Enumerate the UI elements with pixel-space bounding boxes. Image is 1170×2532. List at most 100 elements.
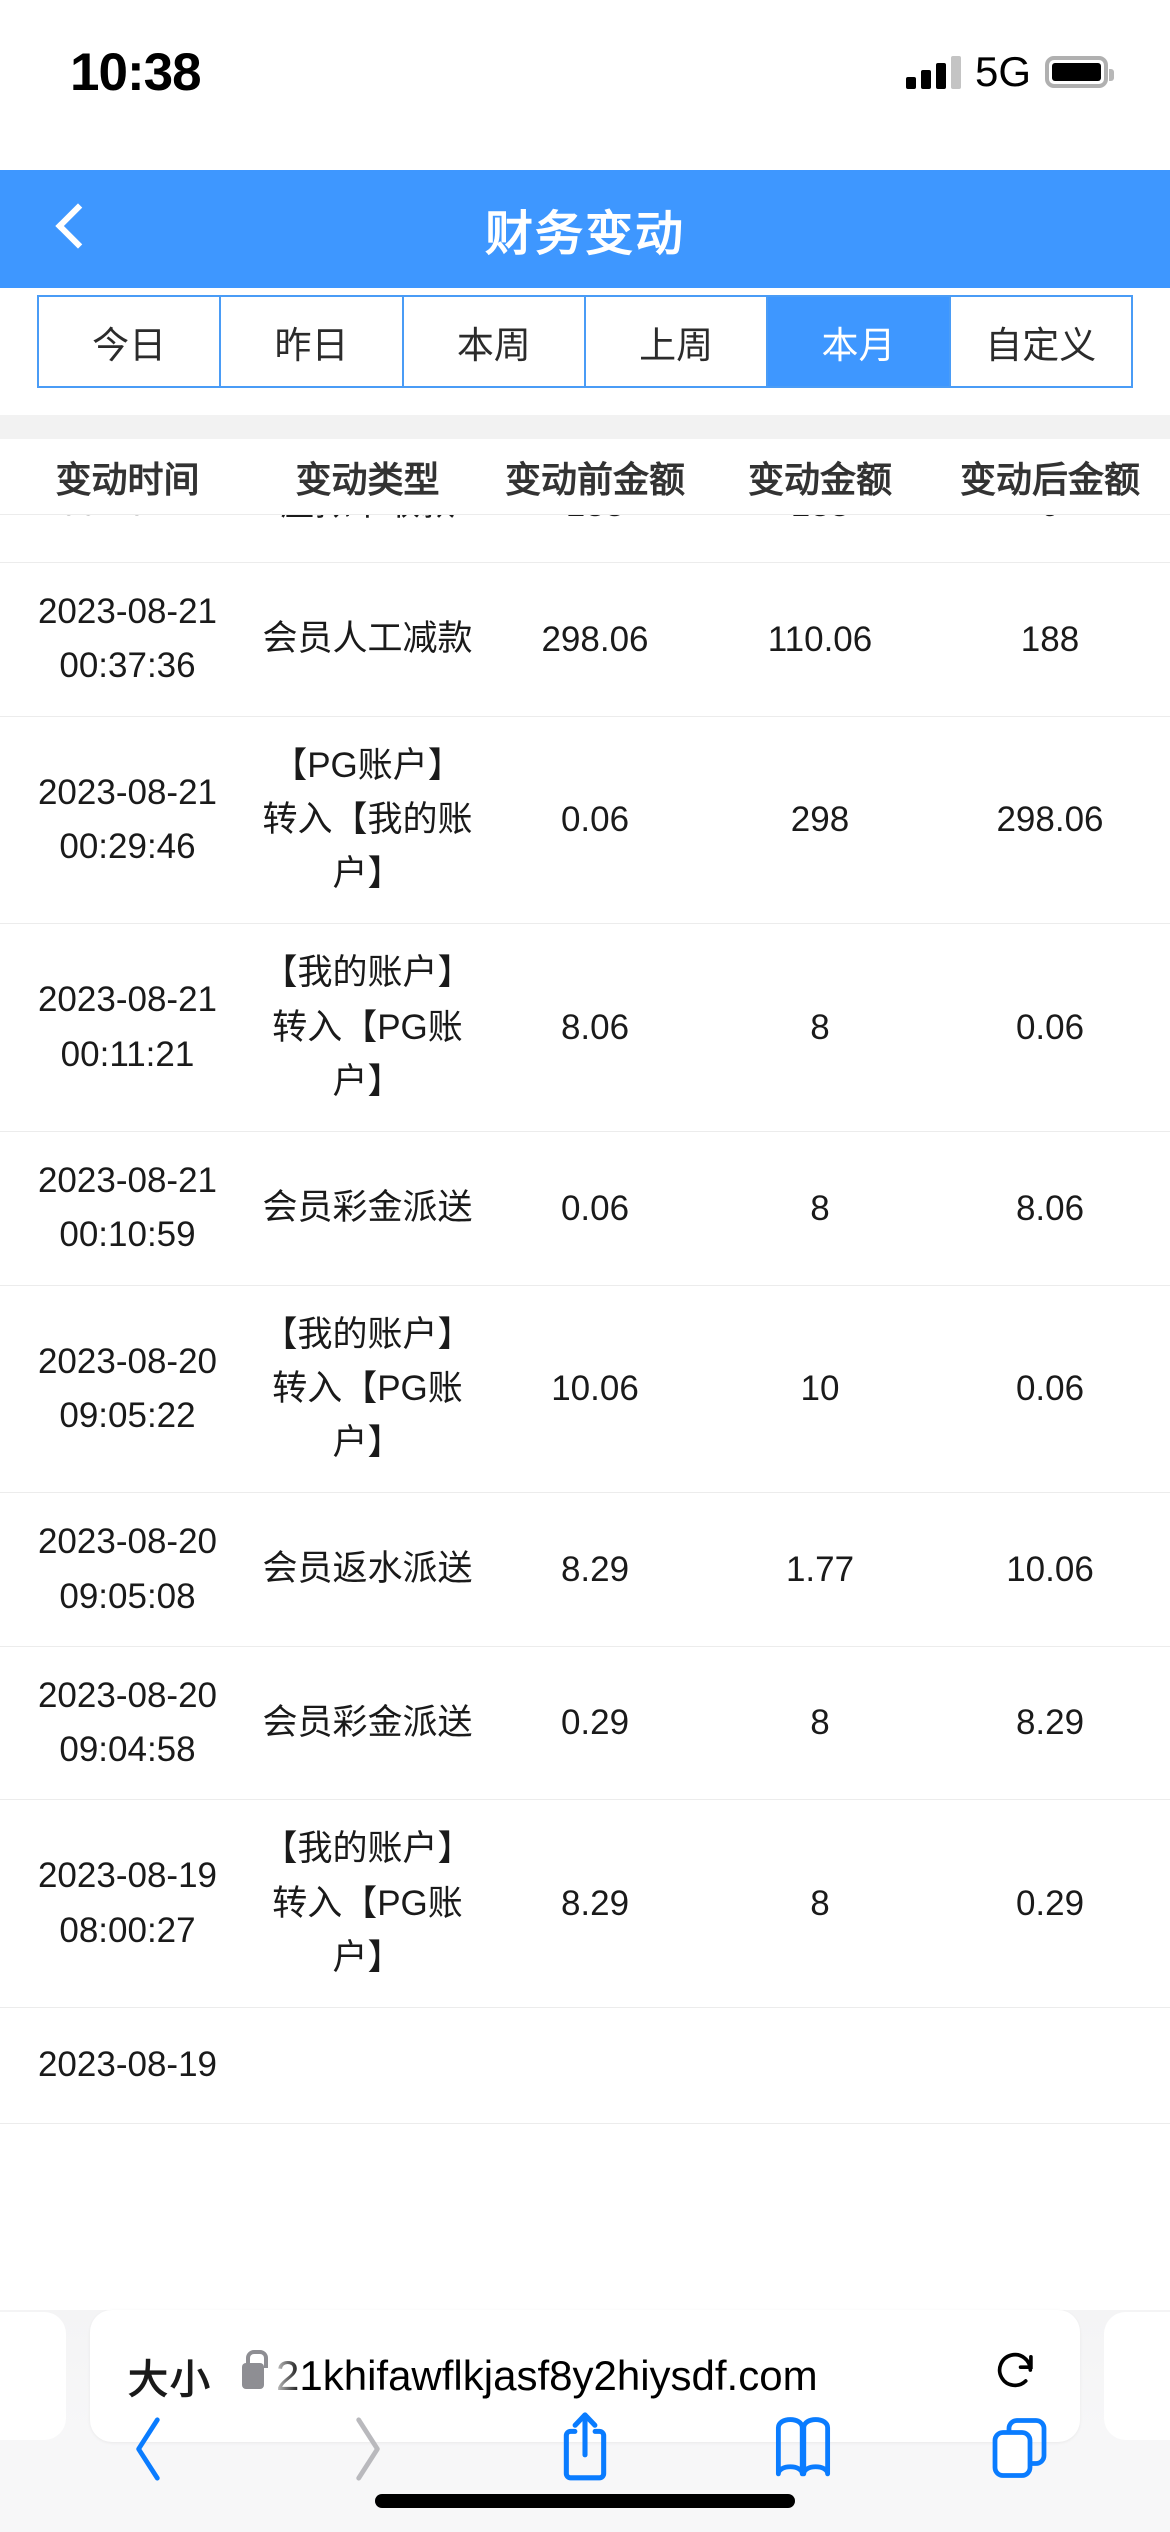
cell-amount-after: 10.06 [1006, 1549, 1094, 1589]
table-row[interactable]: 2023-08-21 00:11:21 【我的账户】转入【PG账户】 8.06 8 0.0… [0, 924, 1170, 1132]
cell-change-type: 会员彩金派送 [262, 1702, 473, 1742]
text-size-button[interactable]: 大小 [128, 2358, 212, 2402]
filter-tab-label: 本月 [821, 324, 896, 366]
cell-amount-change: 298 [790, 800, 850, 840]
cell-change-time: 00:40:22 [0, 515, 255, 554]
finance-records-table: 变动时间 变动类型 变动前金额 变动金额 变动后金额 00:40:22 虚拟币取款… [0, 415, 1170, 2310]
browser-url-zone: 大小 21khifawflkjasf8y2hiysdf.com [0, 2310, 1170, 2532]
table-row[interactable]: 2023-08-20 09:05:08 会员返水派送 8.29 1.77 10.06 [0, 1493, 1170, 1647]
back-arrow-icon[interactable] [94, 2404, 204, 2494]
cell-clock: 00:11:21 [60, 1034, 195, 1074]
cell-amount-change: 8 [810, 1884, 830, 1924]
app-header: 财务变动 [0, 170, 1170, 288]
filter-tab-3[interactable]: 上周 [585, 297, 769, 386]
cell-amount-after: 8.06 [1015, 1188, 1085, 1228]
cell-change-time: 2023-08-19 [0, 2016, 255, 2114]
column-header-time: 变动时间 [55, 458, 200, 500]
cell-amount-before: 298.06 [541, 619, 649, 659]
cell-amount-before [480, 2044, 710, 2088]
table-row[interactable]: 2023-08-21 00:37:36 会员人工减款 298.06 110.06 188 [0, 563, 1170, 717]
filter-tab-1[interactable]: 昨日 [221, 297, 404, 386]
cell-change-type: 【我的账户】转入【PG账户】 [262, 1314, 473, 1463]
cell-change-type: 会员返水派送 [262, 1549, 473, 1589]
cell-amount-after: 188 [1020, 619, 1080, 659]
status-bar-clock: 10:38 [70, 43, 202, 102]
cell-date: 2023-08-19 [37, 1856, 218, 1896]
table-row[interactable]: 2023-08-20 09:05:22 【我的账户】转入【PG账户】 10.06 10 0… [0, 1286, 1170, 1494]
column-header-after: 变动后金额 [959, 458, 1140, 500]
cell-date: 2023-08-21 [37, 772, 218, 812]
filter-tab-0[interactable]: 今日 [39, 297, 222, 386]
bookmarks-icon[interactable] [748, 2404, 858, 2494]
cell-change-type: 会员彩金派送 [262, 1188, 473, 1228]
cell-clock: 08:00:27 [59, 1910, 196, 1950]
cell-date: 2023-08-20 [37, 1522, 218, 1562]
status-bar-indicators: 5G [905, 48, 1114, 96]
table-row[interactable]: 2023-08-21 00:10:59 会员彩金派送 0.06 8 8.06 [0, 1132, 1170, 1286]
filter-tab-label: 自定义 [985, 324, 1097, 366]
table-header-row: 变动时间 变动类型 变动前金额 变动金额 变动后金额 [0, 439, 1170, 515]
cell-change-time: 2023-08-20 09:04:58 [0, 1647, 255, 1800]
cell-amount-after: 298.06 [996, 800, 1104, 840]
share-icon[interactable] [530, 2404, 640, 2494]
cell-amount-change: 10 [800, 1369, 840, 1409]
cell-date: 2023-08-21 [37, 980, 218, 1020]
filter-tab-2[interactable]: 本周 [403, 297, 586, 386]
adjacent-tab-right[interactable] [1104, 2312, 1170, 2440]
cell-amount-change [710, 2044, 930, 2088]
cell-clock: 00:29:46 [59, 826, 196, 866]
cell-change-type [255, 2044, 480, 2088]
table-row[interactable]: 2023-08-20 09:04:58 会员彩金派送 0.29 8 8.29 [0, 1647, 1170, 1801]
cell-change-time: 2023-08-21 00:29:46 [0, 744, 255, 897]
cell-date: 2023-08-19 [37, 2045, 218, 2085]
adjacent-tab-left[interactable] [0, 2312, 66, 2440]
reload-icon[interactable] [992, 2348, 1038, 2394]
table-row[interactable]: 2023-08-21 00:29:46 【PG账户】转入【我的账户】 0.06 298 2… [0, 717, 1170, 925]
cell-amount-before: 8.29 [560, 1884, 630, 1924]
cell-change-type: 【我的账户】转入【PG账户】 [262, 953, 473, 1101]
cell-amount-after: 0 [930, 515, 1170, 546]
cell-amount-before: 0.06 [560, 800, 630, 840]
status-bar: 10:38 5G [0, 0, 1170, 170]
cell-amount-before: 10.06 [551, 1369, 639, 1409]
cell-change-type: 会员人工减款 [262, 619, 473, 659]
cell-change-time: 2023-08-21 00:10:59 [0, 1132, 255, 1285]
cell-amount-change: 8 [810, 1703, 830, 1743]
table-row[interactable]: 2023-08-19 08:00:27 【我的账户】转入【PG账户】 8.29 8 0.2… [0, 1800, 1170, 2008]
filter-tab-bar: 今日 昨日 本周 上周 本月 自定义 [0, 288, 1170, 415]
cell-amount-change: 8 [810, 1008, 830, 1048]
cell-date: 2023-08-20 [37, 1675, 218, 1715]
table-top-divider [0, 415, 1170, 439]
cell-amount-before: 188 [480, 515, 710, 546]
cell-amount-after: 8.29 [1015, 1703, 1085, 1743]
url-bar[interactable]: 大小 21khifawflkjasf8y2hiysdf.com [90, 2310, 1080, 2442]
cell-amount-after: 0.06 [1015, 1369, 1085, 1409]
cell-change-time: 2023-08-21 00:37:36 [0, 563, 255, 716]
cell-amount-change: 110.06 [767, 619, 873, 659]
filter-tab-label: 本周 [456, 324, 531, 366]
page-title: 财务变动 [484, 208, 685, 261]
cell-change-time: 2023-08-20 09:05:08 [0, 1493, 255, 1646]
cell-amount-after [930, 2044, 1170, 2088]
filter-tab-label: 昨日 [274, 324, 349, 366]
cell-amount-change: 188 [710, 515, 930, 546]
tabs-icon[interactable] [966, 2404, 1076, 2494]
forward-arrow-icon [312, 2404, 422, 2494]
filter-tab-4[interactable]: 本月 [768, 297, 951, 386]
cell-amount-change: 1.77 [785, 1549, 855, 1589]
table-body[interactable]: 00:40:22虚拟币取款18818802023-08-2100:37:36会员… [0, 515, 1170, 2310]
url-text[interactable]: 21khifawflkjasf8y2hiysdf.com [276, 2352, 818, 2399]
cell-clock: 00:40:22 [6, 515, 249, 532]
cell-date: 2023-08-21 [37, 1161, 218, 1200]
table-row[interactable]: 00:40:22虚拟币取款1881880 [0, 515, 1170, 563]
filter-tab-5[interactable]: 自定义 [950, 297, 1131, 386]
cell-clock: 00:37:36 [59, 646, 196, 686]
filter-tabs: 今日 昨日 本周 上周 本月 自定义 [37, 295, 1133, 388]
lock-icon [242, 2350, 268, 2389]
cell-change-time: 2023-08-21 00:11:21 [0, 951, 255, 1104]
column-header-before: 变动前金额 [504, 458, 685, 500]
cell-amount-after: 0.06 [1015, 1008, 1085, 1048]
cell-amount-before: 0.29 [560, 1703, 630, 1743]
table-row[interactable]: 2023-08-19 [0, 2008, 1170, 2124]
